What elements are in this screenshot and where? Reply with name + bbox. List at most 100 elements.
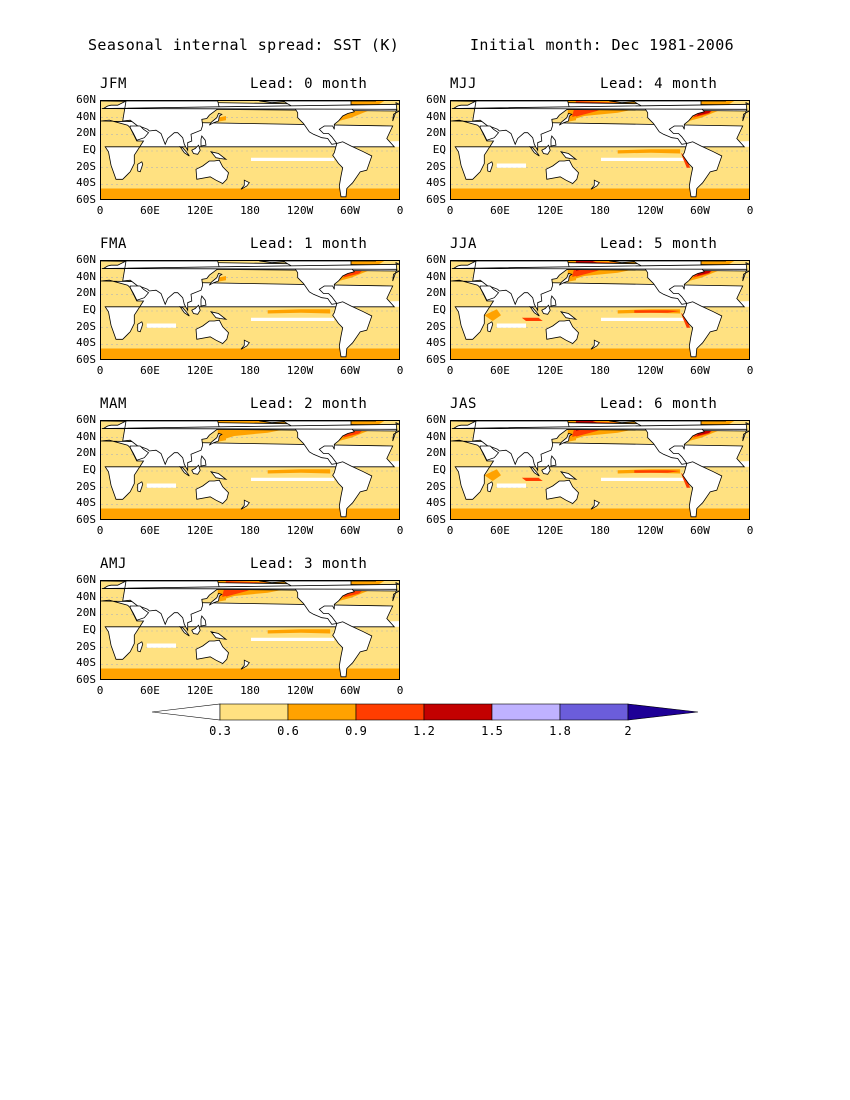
continent-outline <box>529 465 540 477</box>
continent-outline <box>122 261 220 312</box>
continent-outline <box>559 471 578 480</box>
longitude-tick-label: 120W <box>286 204 314 217</box>
spread-contour-ocean-mid <box>101 668 399 679</box>
sst-spread-map <box>101 421 399 519</box>
latitude-tick-label: EQ <box>82 463 96 476</box>
continent-outline <box>101 102 399 110</box>
latitude-tick-label: 60S <box>76 353 96 366</box>
longitude-tick-label: 180 <box>590 204 610 217</box>
continent-outline <box>195 319 229 344</box>
longitude-tick-label: 180 <box>590 364 610 377</box>
latitude-tick-label: 60S <box>426 193 446 206</box>
continent-outline <box>195 479 229 504</box>
lead-label: Lead: 6 month <box>600 396 718 412</box>
continent-outline <box>545 159 579 184</box>
latitude-tick-label: 20N <box>76 126 96 140</box>
low-spread-region <box>251 157 335 161</box>
colorbar-segment <box>287 703 357 721</box>
continent-outline <box>209 471 228 480</box>
spread-contour-ocean-mid <box>101 348 399 359</box>
spread-contour-ocean-mid <box>567 436 576 442</box>
latitude-tick-label: 40S <box>76 656 96 670</box>
continent-outline <box>208 593 223 606</box>
figure-initial-month: Initial month: Dec 1981-2006 <box>470 36 735 54</box>
latitude-tick-label: 40S <box>76 176 96 190</box>
continent-outline <box>122 101 220 152</box>
latitude-tick-label: EQ <box>432 463 446 476</box>
longitude-tick-label: 120E <box>186 684 214 697</box>
continent-outline <box>209 151 228 160</box>
continent-outline <box>472 101 570 152</box>
longitude-tick-label: 0 <box>446 364 454 377</box>
continent-outline <box>191 144 201 155</box>
sst-spread-map <box>451 261 749 359</box>
continent-outline <box>545 319 579 344</box>
latitude-tick-label: 40N <box>76 429 96 443</box>
continent-outline <box>559 151 578 160</box>
latitude-tick-label: 20N <box>76 606 96 620</box>
continent-outline <box>208 113 223 126</box>
map-panel-jas <box>450 420 750 520</box>
latitude-tick-label: 20N <box>76 446 96 460</box>
continent-outline <box>137 161 144 173</box>
low-spread-region <box>251 637 335 641</box>
map-panel-mam <box>100 420 400 520</box>
colorbar-tick-label: 0.6 <box>277 724 299 738</box>
continent-outline <box>487 481 494 493</box>
continent-outline <box>259 421 356 465</box>
continent-outline <box>209 311 228 320</box>
longitude-tick-label: 0 <box>396 524 404 537</box>
colorbar-tick-label: 0.9 <box>345 724 367 738</box>
continent-outline <box>550 455 557 467</box>
latitude-tick-label: 20S <box>76 159 96 173</box>
longitude-tick-label: 60E <box>140 524 160 537</box>
latitude-tick-label: 60N <box>76 93 96 106</box>
spread-contour-ocean-mid <box>217 116 226 122</box>
season-label: JFM <box>100 76 128 92</box>
latitude-tick-label: 40N <box>76 589 96 603</box>
spread-contour-ocean-mid <box>451 508 749 519</box>
latitude-tick-label: 40N <box>426 429 446 443</box>
spread-contour-ocean-mid <box>451 188 749 199</box>
continent-outline <box>682 301 723 358</box>
continent-outline <box>558 113 573 126</box>
longitude-tick-label: 0 <box>746 524 754 537</box>
colorbar-segment <box>219 703 289 721</box>
latitude-tick-label: 40N <box>76 109 96 123</box>
lead-label: Lead: 0 month <box>250 76 368 92</box>
spread-contour-ocean-high <box>521 477 543 481</box>
continent-outline <box>451 422 749 430</box>
continent-outline <box>559 311 578 320</box>
latitude-tick-label: 60N <box>76 253 96 266</box>
sst-spread-map <box>101 261 399 359</box>
spread-contour-ocean-mid <box>484 309 501 321</box>
longitude-tick-label: 120W <box>286 364 314 377</box>
latitude-tick-label: 40S <box>426 496 446 510</box>
continent-outline <box>558 433 573 446</box>
latitude-tick-label: 40N <box>426 109 446 123</box>
lead-label: Lead: 2 month <box>250 396 368 412</box>
continent-outline <box>129 125 150 141</box>
continent-outline <box>541 464 551 475</box>
continent-outline <box>240 179 250 190</box>
longitude-tick-label: 180 <box>590 524 610 537</box>
longitude-tick-label: 0 <box>96 524 104 537</box>
latitude-tick-label: EQ <box>82 143 96 156</box>
colorbar-segment <box>355 703 425 721</box>
continent-outline <box>479 285 500 301</box>
lead-label: Lead: 4 month <box>600 76 718 92</box>
spread-contour-ocean-mid <box>617 149 681 154</box>
low-spread-region <box>601 477 685 481</box>
latitude-tick-label: 60S <box>76 193 96 206</box>
lead-label: Lead: 3 month <box>250 556 368 572</box>
continent-outline <box>479 445 500 461</box>
longitude-tick-label: 180 <box>240 204 260 217</box>
continent-outline <box>259 261 356 305</box>
low-spread-region <box>601 157 685 161</box>
longitude-tick-label: 60E <box>490 204 510 217</box>
continent-outline <box>101 262 399 270</box>
sst-spread-map <box>451 101 749 199</box>
continent-outline <box>590 339 600 350</box>
spread-contour-ocean-mid <box>101 188 399 199</box>
spread-contour-ocean-mid <box>567 116 576 122</box>
